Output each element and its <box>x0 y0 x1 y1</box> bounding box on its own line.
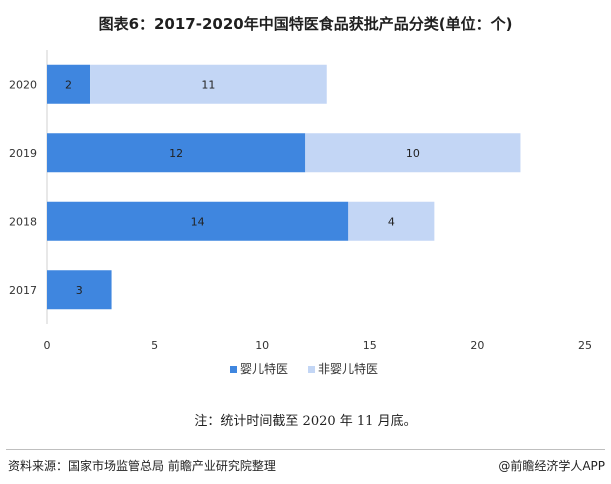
data-label: 10 <box>406 147 420 160</box>
bar-infant <box>47 270 112 310</box>
bar-non-infant <box>305 133 521 173</box>
bar-infant <box>47 133 306 173</box>
bar-infant <box>47 64 91 104</box>
x-tick-label: 5 <box>151 339 158 352</box>
bar-infant <box>47 201 349 241</box>
data-label: 12 <box>169 147 183 160</box>
x-tick-label: 0 <box>44 339 51 352</box>
chart-note: 注：统计时间截至 2020 年 11 月底。 <box>194 414 417 429</box>
data-label: 11 <box>201 78 215 91</box>
legend-label-non-infant: 非婴儿特医 <box>318 361 378 376</box>
x-tick-label: 15 <box>363 339 377 352</box>
y-tick-label: 2017 <box>9 284 37 297</box>
x-tick-label: 10 <box>255 339 269 352</box>
legend-swatch-infant <box>230 366 237 373</box>
brand-text: @前瞻经济学人APP <box>498 459 605 473</box>
y-tick-label: 2019 <box>9 147 37 160</box>
legend-label-infant: 婴儿特医 <box>240 361 288 376</box>
data-label: 3 <box>76 284 83 297</box>
bar-non-infant <box>348 201 435 241</box>
footer-divider <box>6 449 605 450</box>
x-tick-label: 25 <box>578 339 592 352</box>
stacked-bar-chart: 2020 2 11 2019 12 10 2018 14 4 2017 3 0 5 10 15 20 25 婴儿特… <box>9 50 592 376</box>
data-label: 4 <box>388 215 395 228</box>
source-text: 资料来源：国家市场监管总局 前瞻产业研究院整理 <box>8 459 276 473</box>
x-tick-label: 20 <box>470 339 484 352</box>
y-tick-label: 2020 <box>9 78 37 91</box>
data-label: 2 <box>65 78 72 91</box>
bar-non-infant <box>90 64 327 104</box>
legend-swatch-non-infant <box>308 366 315 373</box>
y-tick-label: 2018 <box>9 215 37 228</box>
chart-title: 图表6：2017-2020年中国特医食品获批产品分类(单位：个) <box>98 15 513 33</box>
data-label: 14 <box>191 215 205 228</box>
